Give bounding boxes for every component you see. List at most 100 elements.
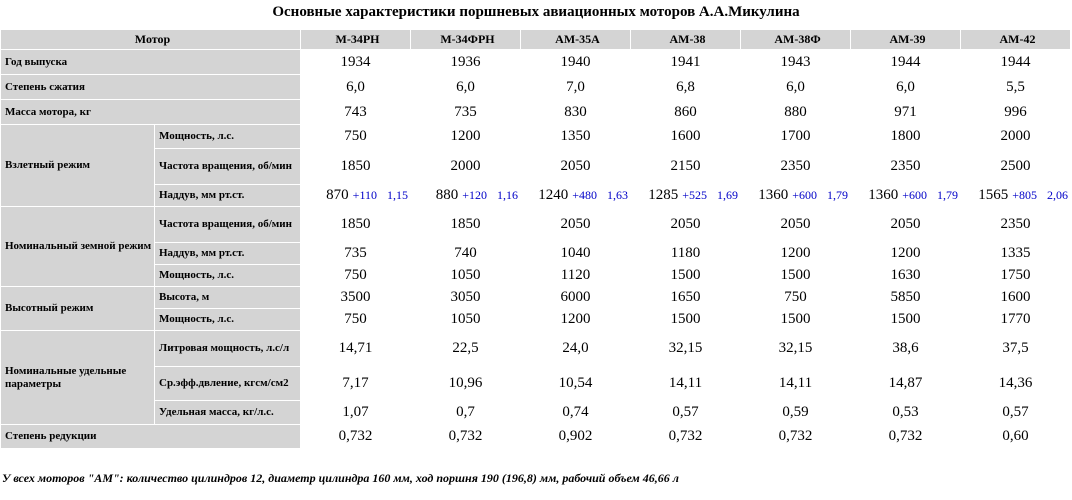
table-cell: 735 [300, 242, 411, 265]
table-row: Удельная масса, кг/л.с. 1,07 0,7 0,74 0,57 0,… [1, 400, 1071, 425]
table-cell: 743 [300, 99, 411, 125]
table-cell-boost: 1285 +525 1,69 [630, 184, 741, 207]
table-cell: 1850 [410, 206, 521, 243]
table-cell: 1050 [410, 264, 521, 287]
table-cell: 2150 [630, 148, 741, 185]
table-cell: 1120 [520, 264, 631, 287]
table-cell: 3050 [410, 286, 521, 309]
table-cell: 1630 [850, 264, 961, 287]
table-cell: 0,902 [520, 424, 631, 449]
table-cell: 2000 [410, 148, 521, 185]
table-cell: 6,0 [740, 74, 851, 100]
table-cell: 1944 [960, 49, 1071, 75]
table-cell: 6,8 [630, 74, 741, 100]
table-cell: 2050 [630, 206, 741, 243]
sub-label: Ср.эфф.двление, кгсм/см2 [154, 366, 301, 401]
table-row: Номинальные удельные параметры Литровая м… [0, 330, 1071, 425]
boost-value: 1360 [758, 187, 789, 203]
table-cell: 1940 [520, 49, 631, 75]
table-cell: 14,87 [850, 366, 961, 401]
table-cell: 22,5 [410, 330, 521, 367]
boost-value: 880 [435, 187, 459, 203]
table-row: Ср.эфф.двление, кгсм/см2 7,17 10,96 10,54 14… [1, 366, 1071, 401]
table-cell: 0,53 [850, 400, 961, 425]
boost-value: 1285 [648, 187, 679, 203]
table-row: Высотный режим Высота, м 3500 3050 6000 1650 7… [0, 286, 1071, 331]
table-cell: 0,7 [410, 400, 521, 425]
table-cell: 6,0 [850, 74, 961, 100]
table-cell: 32,15 [630, 330, 741, 367]
table-cell: 2350 [850, 148, 961, 185]
table-cell: 750 [740, 286, 851, 309]
table-cell: 1943 [740, 49, 851, 75]
table-cell: 2350 [960, 206, 1071, 243]
table-cell-boost: 1360 +600 1,79 [850, 184, 961, 207]
boost-delta: +600 [902, 188, 927, 202]
table-cell: 0,57 [630, 400, 741, 425]
table-cell: 7,17 [300, 366, 411, 401]
table-cell-boost: 1360 +600 1,79 [740, 184, 851, 207]
table-cell: 750 [300, 308, 411, 331]
boost-delta: +805 [1012, 188, 1037, 202]
sub-label: Наддув, мм рт.ст. [154, 184, 301, 207]
table-header-row: Мотор М-34РН М-34ФРН АМ-35А АМ-38 АМ-38Ф АМ-39… [0, 29, 1071, 50]
table-cell: 10,96 [410, 366, 521, 401]
table-cell: 860 [630, 99, 741, 125]
group-label: Номинальный земной режим [0, 206, 155, 287]
table-cell: 1500 [740, 264, 851, 287]
table-cell: 830 [520, 99, 631, 125]
table-cell: 1770 [960, 308, 1071, 331]
engine-table: Мотор М-34РН М-34ФРН АМ-35А АМ-38 АМ-38Ф АМ-39… [0, 29, 1071, 449]
table-cell: 1200 [740, 242, 851, 265]
table-cell: 6,0 [300, 74, 411, 100]
page-title: Основные характеристики поршневых авиаци… [272, 4, 800, 20]
sub-label: Мощность, л.с. [154, 308, 301, 331]
table-cell: 1500 [740, 308, 851, 331]
table-row: Наддув, мм рт.ст. 870 +110 1,15 880 +120 1,16 1… [1, 184, 1071, 207]
table-cell: 14,11 [630, 366, 741, 401]
boost-delta: +120 [462, 188, 487, 202]
table-cell: 1850 [300, 206, 411, 243]
boost-value: 870 [326, 187, 349, 203]
table-cell: 1335 [960, 242, 1071, 265]
header-engine: М-34ФРН [410, 29, 521, 50]
boost-ratio: 1,79 [827, 188, 848, 202]
boost-value: 1360 [868, 187, 899, 203]
table-cell: 1700 [740, 124, 851, 149]
boost-delta: +480 [572, 188, 597, 202]
sub-label: Частота вращения, об/мин [154, 148, 301, 185]
table-cell: 1934 [300, 49, 411, 75]
boost-delta: +600 [792, 188, 817, 202]
table-cell: 6,0 [410, 74, 521, 100]
table-cell: 1350 [520, 124, 631, 149]
table-cell: 750 [300, 264, 411, 287]
boost-ratio: 1,16 [497, 188, 518, 202]
table-cell-boost: 870 +110 1,15 [300, 184, 411, 207]
table-cell: 1180 [630, 242, 741, 265]
table-cell: 740 [410, 242, 521, 265]
group-label: Номинальные удельные параметры [0, 330, 155, 425]
sub-label: Высота, м [154, 286, 301, 309]
boost-ratio: 1,69 [717, 188, 738, 202]
table-cell: 1944 [850, 49, 961, 75]
boost-ratio: 1,15 [387, 188, 408, 202]
table-row: Степень сжатия 6,0 6,0 7,0 6,8 6,0 6,0 5,5 [0, 74, 1071, 100]
table-cell: 0,74 [520, 400, 631, 425]
boost-ratio: 1,63 [607, 188, 628, 202]
table-cell: 3500 [300, 286, 411, 309]
sub-label: Литровая мощность, л.с/л [154, 330, 301, 367]
table-cell: 0,732 [300, 424, 411, 449]
header-engine: АМ-42 [960, 29, 1071, 50]
table-cell: 2050 [520, 148, 631, 185]
table-cell: 1050 [410, 308, 521, 331]
table-cell: 1600 [960, 286, 1071, 309]
table-cell: 1936 [410, 49, 521, 75]
row-label: Год выпуска [0, 49, 301, 75]
group-label: Высотный режим [0, 286, 155, 331]
table-cell: 37,5 [960, 330, 1071, 367]
table-cell: 1800 [850, 124, 961, 149]
table-cell: 0,732 [630, 424, 741, 449]
table-cell: 1200 [410, 124, 521, 149]
header-engine: М-34РН [300, 29, 411, 50]
table-cell: 1650 [630, 286, 741, 309]
